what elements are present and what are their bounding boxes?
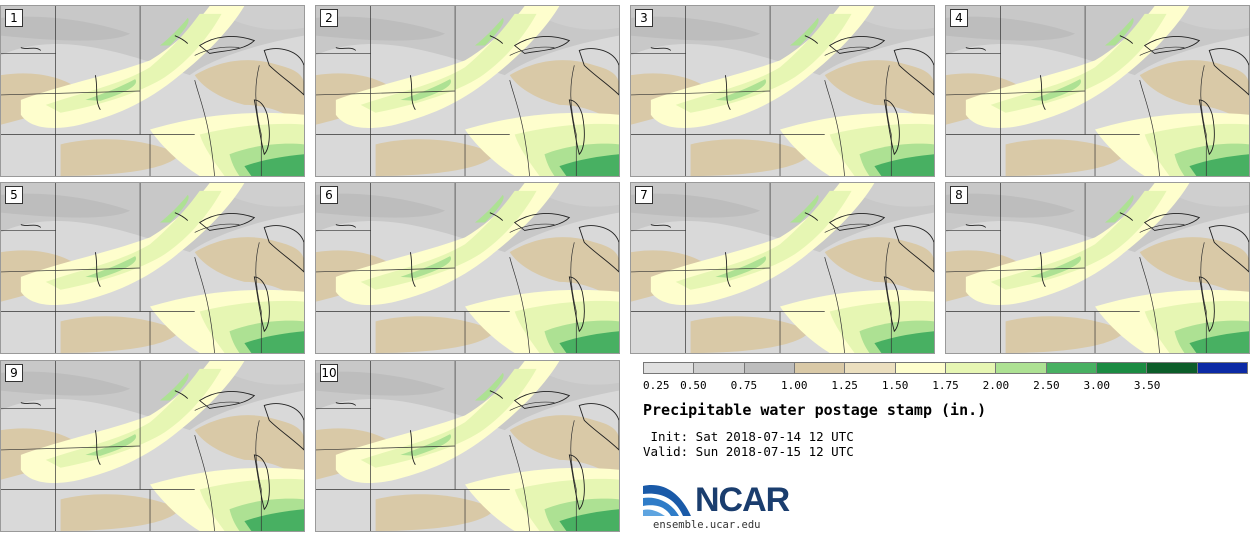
colorbar-swatch	[1096, 363, 1148, 373]
colorbar-swatch	[794, 363, 846, 373]
colorbar-swatch	[945, 363, 997, 373]
colorbar-swatch	[996, 363, 1047, 373]
colorbar-tick-label: 1.00	[781, 379, 808, 392]
member-number-label: 2	[320, 9, 338, 27]
member-number-label: 6	[320, 186, 338, 204]
colorbar-swatch	[644, 363, 695, 373]
colorbar-swatch	[1197, 363, 1247, 373]
member-number-label: 9	[5, 364, 23, 382]
ensemble-member-map: 3	[630, 5, 935, 177]
member-number-label: 4	[950, 9, 968, 27]
ncar-logo-icon	[643, 485, 691, 516]
colorbar-swatch	[1147, 363, 1198, 373]
ensemble-member-map: 7	[630, 182, 935, 354]
colorbar-tick-label: 1.50	[881, 379, 909, 392]
precipitable-water-map	[946, 183, 1249, 353]
member-number-label: 8	[950, 186, 968, 204]
colorbar-tick-label: 0.50	[680, 379, 707, 392]
ensemble-member-map: 6	[315, 182, 620, 354]
precipitable-water-map	[946, 6, 1249, 176]
precipitable-water-map	[1, 183, 304, 353]
ensemble-member-map: 4	[945, 5, 1250, 177]
ensemble-member-map: 5	[0, 182, 305, 354]
colorbar-tick-label: 3.50	[1133, 379, 1161, 392]
colorbar-swatch	[845, 363, 896, 373]
chart-title: Precipitable water postage stamp (in.)	[643, 401, 987, 419]
ensemble-member-map: 9	[0, 360, 305, 532]
precipitable-water-map	[631, 183, 934, 353]
member-number-label: 1	[5, 9, 23, 27]
colorbar-swatch	[1046, 363, 1097, 373]
colorbar-swatch	[895, 363, 946, 373]
colorbar-tick-label: 2.00	[982, 379, 1010, 392]
member-number-label: 3	[635, 9, 653, 27]
colorbar-tick-label: 1.75	[932, 379, 959, 392]
precipitable-water-map	[316, 183, 619, 353]
colorbar-tick-label: 0.75	[730, 379, 758, 392]
init-time: Init: Sat 2018-07-14 12 UTC	[643, 429, 854, 444]
colorbar-tick-labels: 0.25 0.50 0.75 1.00 1.25 1.50 1.75 2.00 2.50 3.00…	[643, 379, 1248, 393]
member-number-label: 7	[635, 186, 653, 204]
member-number-label: 10	[320, 364, 338, 382]
precipitable-water-map	[631, 6, 934, 176]
colorbar-tick-label: 0.25	[643, 379, 670, 392]
colorbar-tick-label: 2.50	[1033, 379, 1060, 392]
precipitable-water-map	[316, 361, 619, 531]
logo-url[interactable]: ensemble.ucar.edu	[653, 519, 761, 531]
colorbar-swatch	[744, 363, 795, 373]
precipitable-water-map	[1, 361, 304, 531]
precipitable-water-map	[316, 6, 619, 176]
colorbar-tick-label: 1.25	[831, 379, 858, 392]
colorbar-tick-label: 3.00	[1083, 379, 1111, 392]
ensemble-member-map: 2	[315, 5, 620, 177]
ncar-logo-text: NCAR	[695, 481, 790, 519]
ensemble-member-map: 1	[0, 5, 305, 177]
ensemble-member-map: 8	[945, 182, 1250, 354]
colorbar-swatch	[694, 363, 745, 373]
valid-time: Valid: Sun 2018-07-15 12 UTC	[643, 444, 854, 459]
ensemble-member-map: 10	[315, 360, 620, 532]
precipitable-water-map	[1, 6, 304, 176]
member-number-label: 5	[5, 186, 23, 204]
colorbar	[643, 362, 1248, 374]
